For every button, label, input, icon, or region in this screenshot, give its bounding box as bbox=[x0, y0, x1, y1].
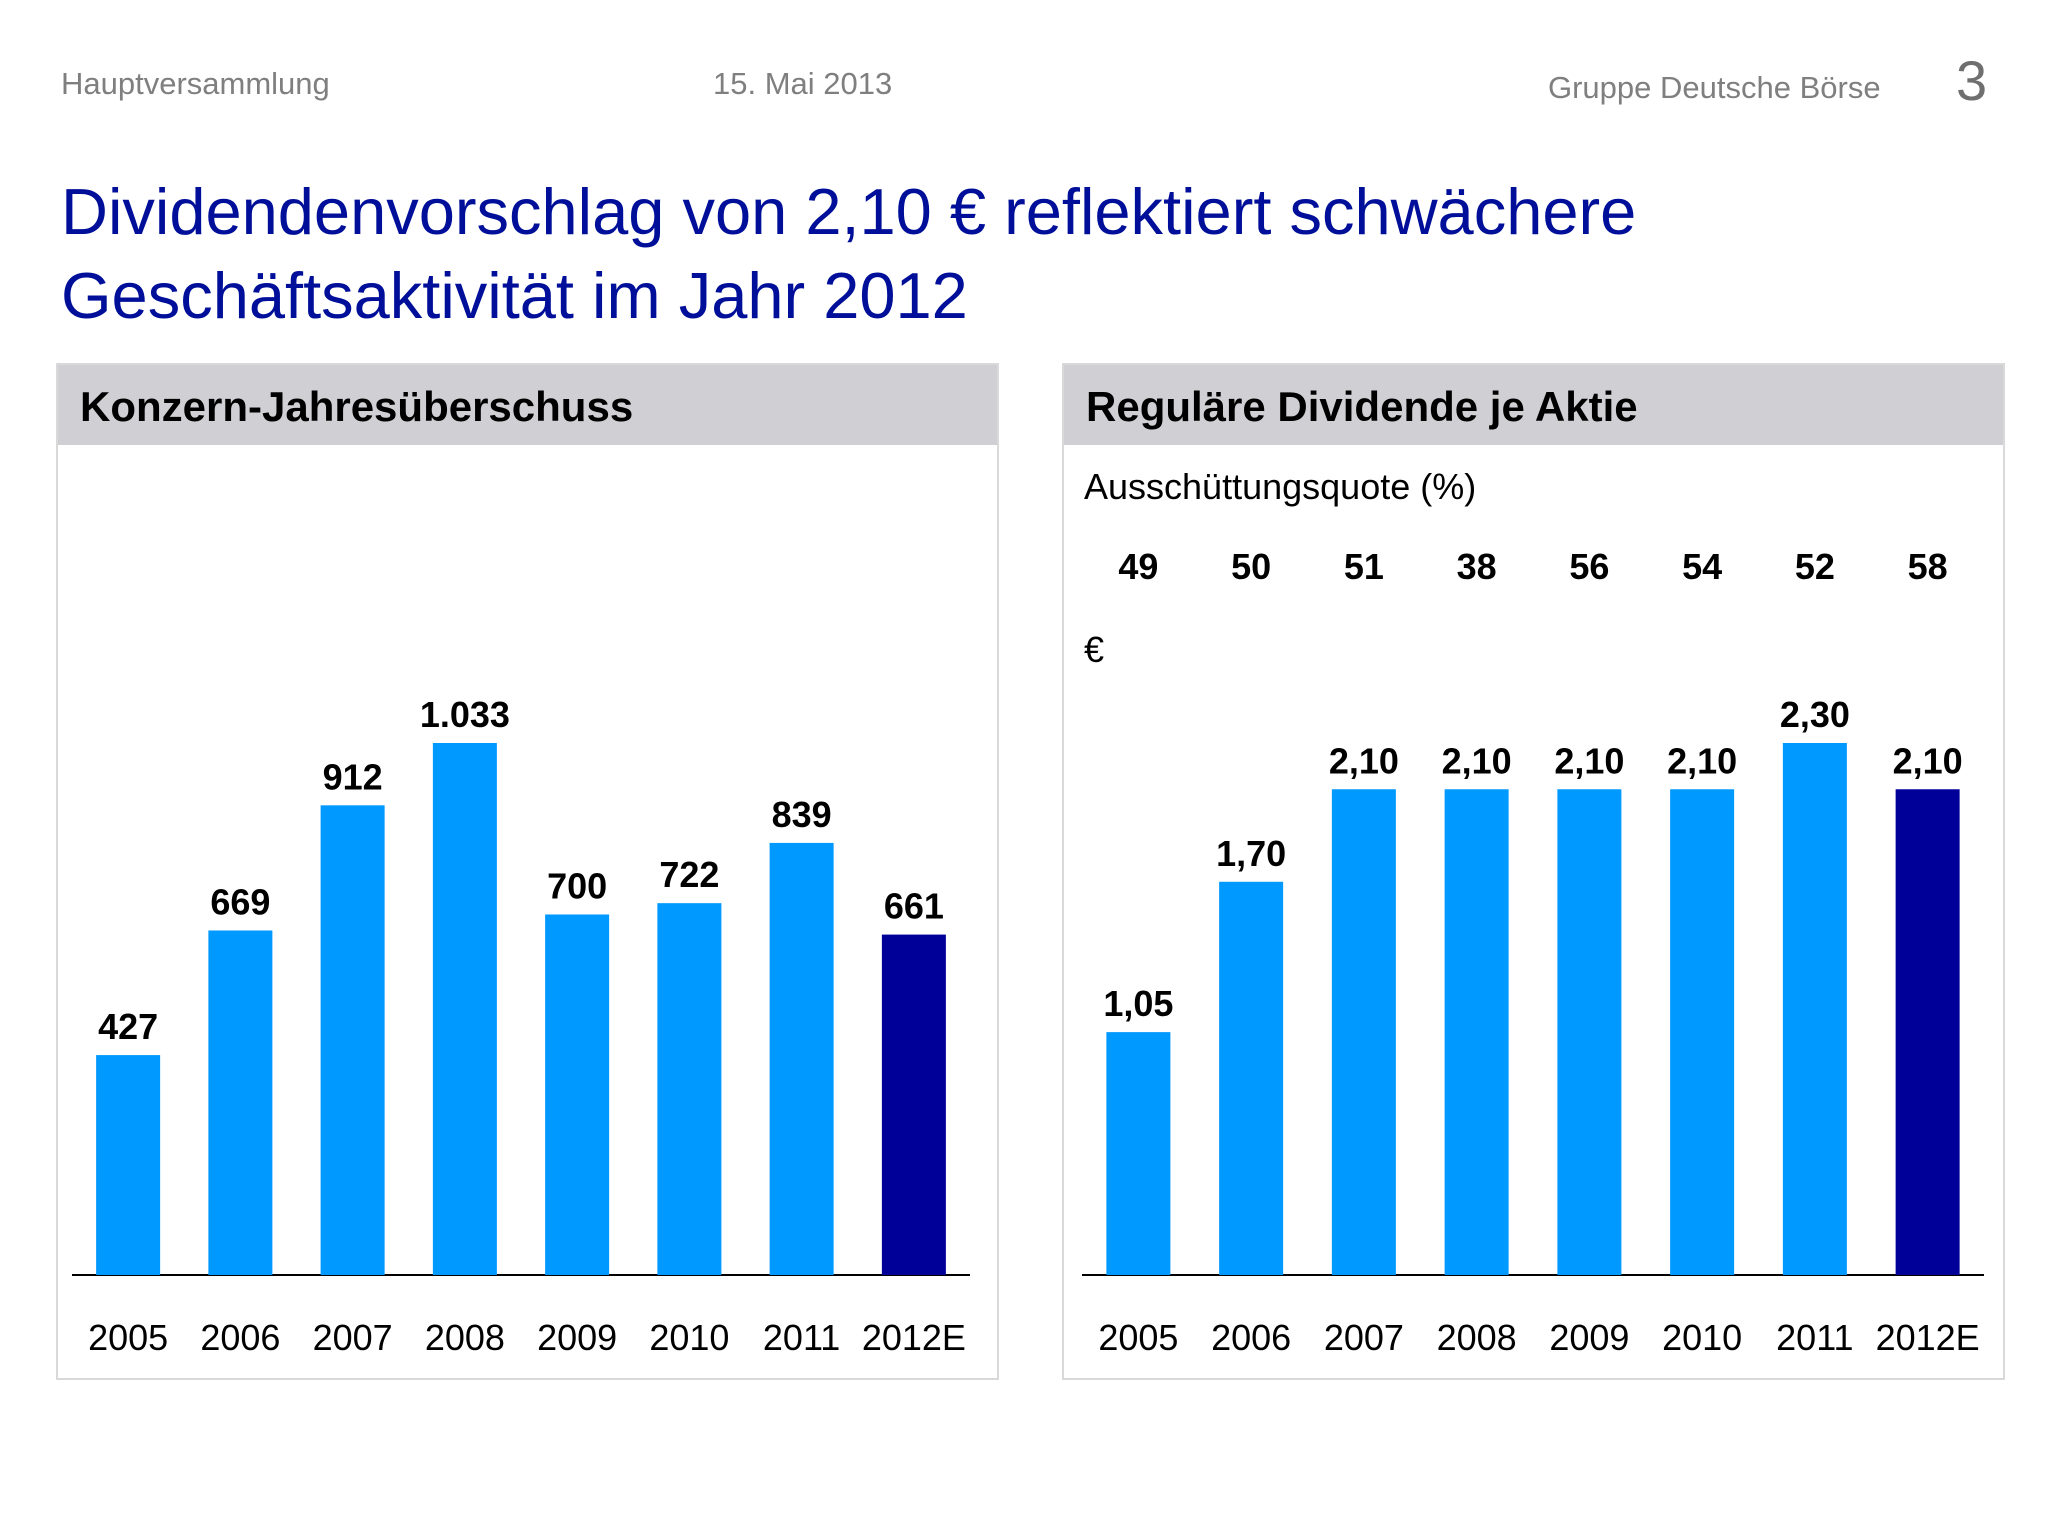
bar-2005 bbox=[96, 1055, 161, 1275]
bar-2012E bbox=[881, 934, 946, 1275]
payout-ratio-2005: 49 bbox=[1118, 546, 1158, 587]
payout-ratio-2009: 56 bbox=[1569, 546, 1609, 587]
x-tick-2007: 2007 bbox=[1324, 1317, 1404, 1358]
bar-2006 bbox=[1219, 881, 1284, 1275]
data-label-2008: 1.033 bbox=[420, 694, 510, 735]
header-event-name: Hauptversammlung bbox=[61, 66, 330, 101]
payout-ratio-2007: 51 bbox=[1344, 546, 1384, 587]
x-tick-2010: 2010 bbox=[1662, 1317, 1742, 1358]
bar-2005 bbox=[1106, 1032, 1171, 1275]
payout-ratio-2011: 52 bbox=[1795, 546, 1835, 587]
x-tick-2009: 2009 bbox=[537, 1317, 617, 1358]
x-tick-2005: 2005 bbox=[88, 1317, 168, 1358]
data-label-2012E: 661 bbox=[884, 886, 944, 927]
dividend-chart: Ausschüttungsquote (%) €1,05 2005 49 1,70 200… bbox=[1082, 466, 1984, 1358]
data-label-2005: 427 bbox=[98, 1006, 158, 1047]
net-income-panel: Konzern-Jahresüberschuss 427 2005 669 2006 9… bbox=[56, 363, 999, 1380]
bar-2007 bbox=[320, 805, 385, 1275]
x-tick-2008: 2008 bbox=[425, 1317, 505, 1358]
data-label-2009: 700 bbox=[547, 865, 607, 906]
bar-2009 bbox=[545, 914, 610, 1275]
data-label-2011: 839 bbox=[772, 794, 832, 835]
payout-ratio-2006: 50 bbox=[1231, 546, 1271, 587]
x-tick-2005: 2005 bbox=[1098, 1317, 1178, 1358]
data-label-2010: 2,10 bbox=[1667, 740, 1737, 781]
x-tick-2007: 2007 bbox=[313, 1317, 393, 1358]
bar-2009 bbox=[1557, 789, 1622, 1275]
bar-2011 bbox=[1782, 743, 1847, 1275]
slide-title-line-2: Geschäftsaktivität im Jahr 2012 bbox=[61, 259, 968, 332]
dividend-panel-title: Reguläre Dividende je Aktie bbox=[1064, 365, 2003, 445]
x-tick-2011: 2011 bbox=[763, 1317, 840, 1358]
payout-ratio-2010: 54 bbox=[1682, 546, 1722, 587]
x-tick-2011: 2011 bbox=[1776, 1317, 1853, 1358]
data-label-2007: 2,10 bbox=[1329, 740, 1399, 781]
page-number: 3 bbox=[1956, 49, 1988, 112]
slide-title-line-1: Dividendenvorschlag von 2,10 € reflektie… bbox=[61, 175, 1637, 248]
header-organization: Gruppe Deutsche Börse bbox=[1548, 70, 1881, 105]
bar-2011 bbox=[769, 842, 834, 1275]
payout-ratio-2012E: 58 bbox=[1908, 546, 1948, 587]
x-tick-2012E: 2012E bbox=[862, 1317, 966, 1358]
slide-title: Dividendenvorschlag von 2,10 € reflektie… bbox=[61, 170, 1961, 338]
data-label-2010: 722 bbox=[659, 854, 719, 895]
data-label-2009: 2,10 bbox=[1554, 740, 1624, 781]
data-label-2012E: 2,10 bbox=[1893, 740, 1963, 781]
data-label-2011: 2,30 bbox=[1780, 694, 1850, 735]
header-date: 15. Mai 2013 bbox=[713, 66, 893, 101]
x-tick-2012E: 2012E bbox=[1876, 1317, 1980, 1358]
bar-2007 bbox=[1331, 789, 1396, 1275]
data-label-2005: 1,05 bbox=[1103, 983, 1173, 1024]
bar-2012E bbox=[1895, 789, 1960, 1275]
bar-2008 bbox=[432, 743, 497, 1275]
payout-ratio-2008: 38 bbox=[1457, 546, 1497, 587]
x-tick-2006: 2006 bbox=[200, 1317, 280, 1358]
bar-2006 bbox=[208, 930, 273, 1275]
x-tick-2009: 2009 bbox=[1549, 1317, 1629, 1358]
bar-2010 bbox=[657, 903, 722, 1275]
data-label-2006: 669 bbox=[210, 881, 270, 922]
unit-label: € bbox=[1084, 629, 1104, 670]
x-tick-2006: 2006 bbox=[1211, 1317, 1291, 1358]
x-tick-2010: 2010 bbox=[649, 1317, 729, 1358]
data-label-2008: 2,10 bbox=[1442, 740, 1512, 781]
payout-ratio-title: Ausschüttungsquote (%) bbox=[1084, 466, 1476, 507]
net-income-panel-title: Konzern-Jahresüberschuss bbox=[58, 365, 997, 445]
bar-2010 bbox=[1670, 789, 1735, 1275]
data-label-2007: 912 bbox=[323, 756, 383, 797]
data-label-2006: 1,70 bbox=[1216, 833, 1286, 874]
net-income-chart: 427 2005 669 2006 912 2007 1.033 2008 700 2009 722… bbox=[72, 694, 970, 1358]
bar-2008 bbox=[1444, 789, 1509, 1275]
dividend-panel: Reguläre Dividende je Aktie Ausschüttung… bbox=[1062, 363, 2005, 1380]
x-tick-2008: 2008 bbox=[1437, 1317, 1517, 1358]
